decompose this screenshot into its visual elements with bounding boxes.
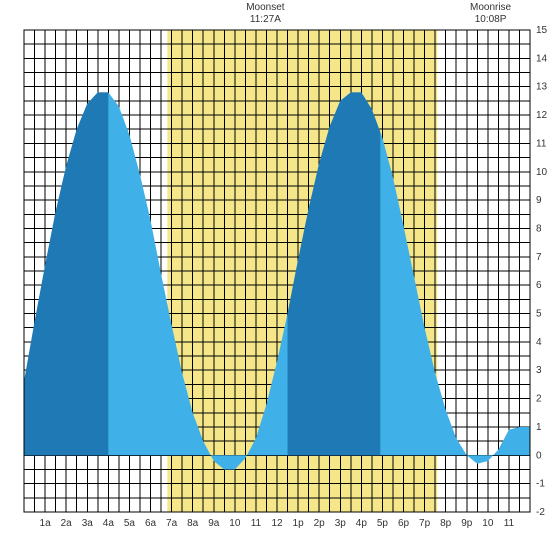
x-tick-label: 5a bbox=[124, 518, 136, 529]
y-tick-label: 2 bbox=[536, 394, 542, 405]
x-tick-label: 5p bbox=[377, 518, 389, 529]
tide-chart: Moonset 11:27AMoonrise 10:08P -2-1012345… bbox=[0, 0, 550, 550]
x-tick-label: 7a bbox=[166, 518, 178, 529]
y-tick-label: 4 bbox=[536, 337, 542, 348]
x-tick-label: 8p bbox=[440, 518, 452, 529]
y-tick-label: 0 bbox=[536, 450, 542, 461]
x-tick-label: 8a bbox=[187, 518, 199, 529]
y-tick-label: 11 bbox=[536, 138, 547, 149]
x-tick-label: 1p bbox=[293, 518, 305, 529]
chart-svg: -2-101234567891011121314151a2a3a4a5a6a7a… bbox=[0, 0, 550, 550]
x-tick-label: 7p bbox=[419, 518, 431, 529]
x-tick-label: 10 bbox=[482, 518, 494, 529]
y-tick-label: 13 bbox=[536, 82, 548, 93]
y-tick-label: 10 bbox=[536, 167, 548, 178]
y-tick-label: 7 bbox=[536, 252, 542, 263]
y-tick-label: -2 bbox=[536, 507, 545, 518]
y-tick-label: -1 bbox=[536, 479, 545, 490]
y-tick-label: 3 bbox=[536, 365, 542, 376]
x-tick-label: 2a bbox=[61, 518, 73, 529]
x-tick-label: 11 bbox=[504, 518, 515, 529]
x-tick-label: 6p bbox=[398, 518, 410, 529]
x-tick-label: 6a bbox=[145, 518, 157, 529]
x-tick-label: 3a bbox=[82, 518, 94, 529]
x-tick-label: 9a bbox=[208, 518, 220, 529]
y-tick-label: 1 bbox=[536, 422, 542, 433]
y-tick-label: 9 bbox=[536, 195, 542, 206]
x-tick-label: 10 bbox=[229, 518, 241, 529]
x-tick-label: 3p bbox=[335, 518, 347, 529]
y-tick-label: 12 bbox=[536, 110, 548, 121]
x-tick-label: 2p bbox=[314, 518, 326, 529]
y-tick-label: 14 bbox=[536, 53, 548, 64]
x-tick-label: 11 bbox=[251, 518, 262, 529]
y-tick-label: 8 bbox=[536, 223, 542, 234]
y-tick-label: 15 bbox=[536, 25, 548, 36]
y-tick-label: 5 bbox=[536, 309, 542, 320]
x-tick-label: 1a bbox=[40, 518, 52, 529]
y-tick-label: 6 bbox=[536, 280, 542, 291]
x-tick-label: 4p bbox=[356, 518, 368, 529]
x-tick-label: 4a bbox=[103, 518, 115, 529]
x-tick-label: 9p bbox=[461, 518, 473, 529]
x-tick-label: 12 bbox=[271, 518, 283, 529]
